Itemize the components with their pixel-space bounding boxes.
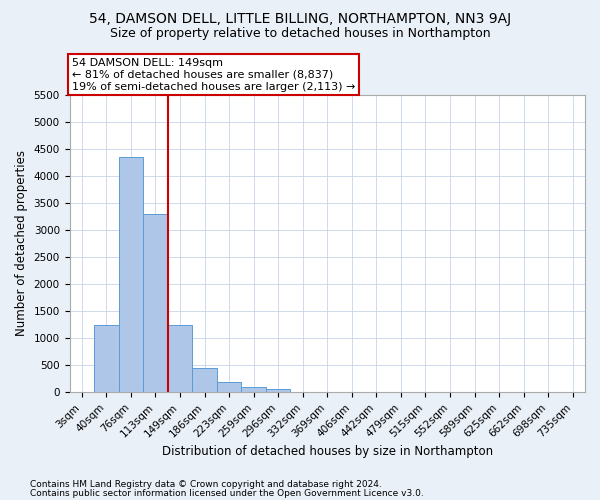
Bar <box>217 382 241 392</box>
X-axis label: Distribution of detached houses by size in Northampton: Distribution of detached houses by size … <box>162 444 493 458</box>
Bar <box>119 157 143 392</box>
Bar <box>241 388 266 392</box>
Bar <box>192 368 217 392</box>
Text: 54, DAMSON DELL, LITTLE BILLING, NORTHAMPTON, NN3 9AJ: 54, DAMSON DELL, LITTLE BILLING, NORTHAM… <box>89 12 511 26</box>
Text: Contains public sector information licensed under the Open Government Licence v3: Contains public sector information licen… <box>30 488 424 498</box>
Y-axis label: Number of detached properties: Number of detached properties <box>15 150 28 336</box>
Bar <box>266 388 290 392</box>
Text: Contains HM Land Registry data © Crown copyright and database right 2024.: Contains HM Land Registry data © Crown c… <box>30 480 382 489</box>
Bar <box>168 324 192 392</box>
Bar <box>143 214 168 392</box>
Text: Size of property relative to detached houses in Northampton: Size of property relative to detached ho… <box>110 28 490 40</box>
Bar <box>94 324 119 392</box>
Text: 54 DAMSON DELL: 149sqm
← 81% of detached houses are smaller (8,837)
19% of semi-: 54 DAMSON DELL: 149sqm ← 81% of detached… <box>72 58 355 92</box>
